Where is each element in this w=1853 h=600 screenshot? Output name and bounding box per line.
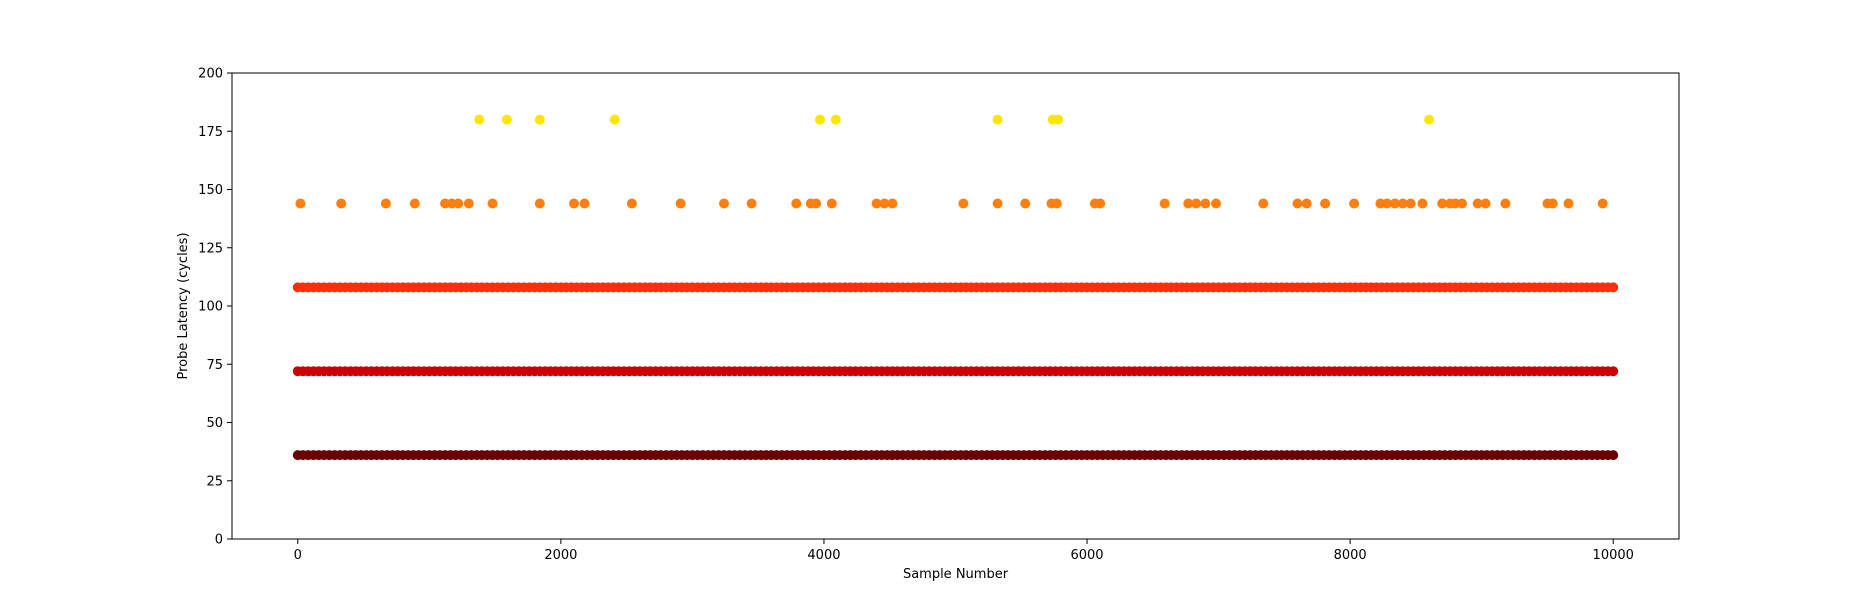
x-tick-label: 10000 bbox=[1593, 548, 1634, 563]
data-point bbox=[1211, 198, 1221, 209]
x-axis: 0 2000 4000 6000 8000 10000 bbox=[294, 539, 1634, 563]
data-point bbox=[534, 198, 545, 209]
data-point bbox=[992, 114, 1003, 125]
data-point bbox=[1349, 198, 1360, 209]
y-axis: 0 25 50 75 100 125 150 175 200 bbox=[198, 67, 232, 548]
x-tick-label: 4000 bbox=[807, 548, 840, 563]
data-point bbox=[409, 198, 420, 209]
data-point bbox=[474, 114, 485, 125]
series-36 bbox=[292, 450, 1619, 461]
data-point bbox=[1417, 198, 1428, 209]
data-point bbox=[815, 114, 825, 125]
data-point bbox=[830, 114, 841, 125]
data-point bbox=[1608, 450, 1619, 461]
data-point bbox=[1183, 198, 1194, 209]
y-tick-label: 0 bbox=[215, 533, 223, 548]
data-point bbox=[1397, 198, 1408, 209]
data-point bbox=[1051, 198, 1062, 209]
data-point bbox=[887, 198, 898, 209]
data-point bbox=[1200, 198, 1211, 209]
data-point bbox=[1389, 198, 1400, 209]
x-tick-label: 8000 bbox=[1334, 548, 1367, 563]
series-72 bbox=[292, 366, 1619, 377]
data-point bbox=[1382, 198, 1392, 209]
y-axis-label: Probe Latency (cycles) bbox=[176, 232, 191, 379]
data-point bbox=[811, 198, 822, 209]
data-point bbox=[1563, 198, 1574, 209]
data-point bbox=[675, 198, 686, 209]
data-point bbox=[1095, 198, 1106, 209]
data-point bbox=[1292, 198, 1303, 209]
y-tick-label: 200 bbox=[198, 67, 223, 82]
data-point bbox=[1320, 198, 1331, 209]
y-tick-label: 50 bbox=[206, 416, 223, 431]
data-point bbox=[336, 198, 347, 209]
data-point bbox=[1020, 198, 1031, 209]
series-108 bbox=[292, 282, 1619, 293]
data-point bbox=[1480, 198, 1491, 209]
y-tick-label: 175 bbox=[198, 125, 223, 140]
data-point bbox=[746, 198, 757, 209]
x-tick-label: 6000 bbox=[1070, 548, 1103, 563]
data-point bbox=[879, 198, 890, 209]
data-point bbox=[1500, 198, 1511, 209]
data-point bbox=[463, 198, 474, 209]
data-point bbox=[1301, 198, 1312, 209]
y-tick-label: 150 bbox=[198, 183, 223, 198]
data-point bbox=[534, 114, 545, 125]
data-point bbox=[1258, 198, 1269, 209]
data-point bbox=[1472, 198, 1483, 209]
y-tick-label: 25 bbox=[206, 474, 223, 489]
data-point bbox=[1424, 114, 1435, 125]
data-point bbox=[1437, 198, 1448, 209]
data-point bbox=[501, 114, 512, 125]
data-point bbox=[295, 198, 306, 209]
y-tick-label: 75 bbox=[206, 358, 223, 373]
data-point bbox=[569, 198, 579, 209]
y-tick-label: 100 bbox=[198, 300, 223, 315]
data-point bbox=[579, 198, 590, 209]
data-point bbox=[1597, 198, 1608, 209]
data-points bbox=[292, 114, 1619, 461]
data-point bbox=[1457, 198, 1467, 209]
x-tick-label: 0 bbox=[294, 548, 302, 563]
data-point bbox=[958, 198, 969, 209]
data-point bbox=[626, 198, 637, 209]
data-point bbox=[1191, 198, 1202, 209]
data-point bbox=[487, 198, 498, 209]
x-axis-label: Sample Number bbox=[903, 567, 1009, 582]
data-point bbox=[826, 198, 837, 209]
data-point bbox=[1547, 198, 1558, 209]
data-point bbox=[992, 198, 1003, 209]
data-point bbox=[1608, 366, 1619, 377]
data-point bbox=[1159, 198, 1170, 209]
data-point bbox=[1405, 198, 1416, 209]
data-point bbox=[609, 114, 620, 125]
data-point bbox=[380, 198, 391, 209]
x-tick-label: 2000 bbox=[544, 548, 577, 563]
data-point bbox=[719, 198, 729, 209]
series-180 bbox=[474, 114, 1435, 125]
data-point bbox=[791, 198, 802, 209]
data-point bbox=[1608, 282, 1619, 293]
data-point bbox=[453, 198, 464, 209]
series-144 bbox=[295, 198, 1608, 209]
data-point bbox=[1053, 114, 1064, 125]
y-tick-label: 125 bbox=[198, 241, 223, 256]
data-point bbox=[871, 198, 882, 209]
